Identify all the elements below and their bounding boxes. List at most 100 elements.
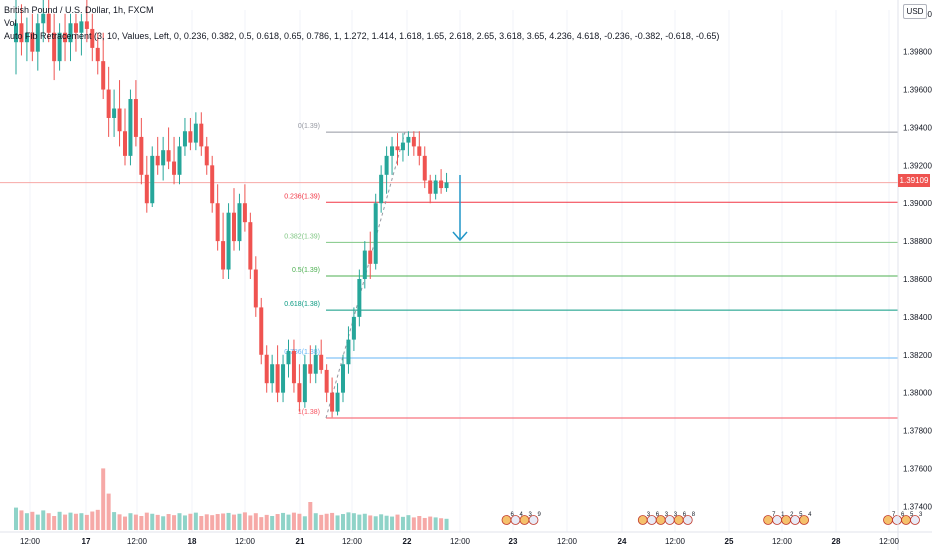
candle-body[interactable]: [112, 108, 117, 118]
candle-body[interactable]: [395, 146, 400, 151]
candle-body[interactable]: [400, 142, 405, 151]
currency-badge[interactable]: USD: [903, 4, 927, 19]
candle-body[interactable]: [281, 364, 286, 393]
candle-body[interactable]: [161, 150, 166, 166]
candle-body[interactable]: [362, 250, 367, 279]
candle-body[interactable]: [52, 32, 57, 62]
candle-body[interactable]: [19, 23, 24, 43]
candle-body[interactable]: [439, 180, 444, 189]
candle-body[interactable]: [172, 161, 177, 175]
candle-body[interactable]: [428, 180, 433, 194]
candle-body[interactable]: [433, 180, 438, 194]
candle-body[interactable]: [341, 364, 345, 393]
candle-body[interactable]: [63, 32, 68, 43]
time-axis-tick-label: 17: [82, 537, 91, 546]
candle-body[interactable]: [221, 241, 226, 270]
volume-bar: [373, 516, 378, 530]
candle-body[interactable]: [35, 23, 40, 52]
candle-body[interactable]: [346, 339, 351, 365]
candle-body[interactable]: [155, 155, 160, 166]
candle-body[interactable]: [46, 13, 51, 33]
candle-body[interactable]: [335, 392, 340, 412]
candle-body[interactable]: [351, 316, 356, 340]
candle-body[interactable]: [24, 32, 29, 43]
candle-body[interactable]: [79, 21, 84, 33]
candle-body[interactable]: [41, 13, 46, 24]
candle-body[interactable]: [253, 269, 258, 308]
candle-body[interactable]: [324, 369, 329, 393]
candle-body[interactable]: [226, 212, 231, 270]
time-axis-tick-label: 28: [832, 537, 841, 546]
candle-body[interactable]: [123, 131, 127, 156]
candle-body[interactable]: [133, 99, 138, 137]
candle-body[interactable]: [237, 203, 242, 242]
candle-body[interactable]: [117, 108, 122, 132]
candle-body[interactable]: [330, 392, 335, 412]
candle-body[interactable]: [275, 364, 280, 393]
candle-body[interactable]: [302, 364, 307, 403]
candle-body[interactable]: [90, 28, 95, 48]
candle-body[interactable]: [95, 47, 100, 62]
candle-body[interactable]: [264, 354, 269, 384]
candle-body[interactable]: [193, 123, 198, 143]
candle-body[interactable]: [199, 123, 204, 147]
candle-body[interactable]: [204, 146, 209, 166]
candle-body[interactable]: [210, 165, 215, 204]
candle-body[interactable]: [128, 99, 133, 156]
volume-bar: [335, 515, 340, 530]
candle-body[interactable]: [248, 222, 253, 270]
candle-body[interactable]: [166, 150, 171, 162]
candle-body[interactable]: [411, 136, 416, 147]
candle-body[interactable]: [144, 174, 149, 204]
candle-body[interactable]: [319, 354, 324, 370]
fib-trend-line[interactable]: [325, 132, 406, 419]
candle-body[interactable]: [368, 250, 373, 264]
candle-body[interactable]: [357, 278, 362, 317]
candle-body[interactable]: [444, 182, 449, 189]
candle-body[interactable]: [68, 23, 73, 43]
candle-body[interactable]: [286, 350, 291, 365]
candle-body[interactable]: [422, 155, 427, 181]
candle-body[interactable]: [384, 155, 389, 175]
candle-body[interactable]: [417, 146, 422, 156]
candle-body[interactable]: [101, 61, 106, 90]
candle-body[interactable]: [259, 307, 264, 355]
candle-body[interactable]: [177, 146, 182, 175]
candle-body[interactable]: [232, 212, 236, 242]
candle-body[interactable]: [30, 32, 35, 52]
candle-body[interactable]: [188, 131, 193, 143]
candle-body[interactable]: [14, 23, 18, 43]
fib-level-label: 0.618(1.38): [284, 301, 320, 308]
candle-body[interactable]: [150, 155, 155, 204]
economic-event-icon[interactable]: [528, 515, 539, 525]
price-axis-tick-label: 1.37600: [903, 464, 932, 473]
candle-body[interactable]: [373, 203, 378, 264]
candle-body[interactable]: [84, 21, 89, 29]
fib-indicator-label[interactable]: Auto Fib Retracement (3, 10, Values, Lef…: [4, 31, 720, 41]
candle-body[interactable]: [291, 350, 296, 384]
candle-body[interactable]: [73, 23, 78, 33]
volume-indicator-label[interactable]: Vol: [4, 18, 17, 28]
economic-event-icon[interactable]: [799, 515, 809, 525]
candle-body[interactable]: [215, 203, 220, 242]
volume-bar: [275, 514, 280, 530]
candle-body[interactable]: [57, 32, 62, 62]
economic-event-icon[interactable]: [682, 515, 693, 525]
candle-body[interactable]: [270, 364, 275, 384]
volume-bar: [444, 518, 449, 530]
candle-body[interactable]: [308, 364, 313, 374]
candle-body[interactable]: [297, 383, 302, 403]
candle-body[interactable]: [313, 354, 318, 374]
price-axis-tick-label: 1.38200: [903, 351, 932, 360]
candle-body[interactable]: [379, 174, 384, 204]
volume-bar: [68, 512, 73, 530]
candle-body[interactable]: [242, 203, 247, 223]
economic-event-icon[interactable]: [910, 515, 920, 525]
candle-body[interactable]: [139, 136, 144, 175]
candle-body[interactable]: [106, 89, 111, 118]
candle-body[interactable]: [182, 131, 187, 147]
candle-body[interactable]: [390, 146, 395, 156]
candle-body[interactable]: [406, 136, 411, 143]
